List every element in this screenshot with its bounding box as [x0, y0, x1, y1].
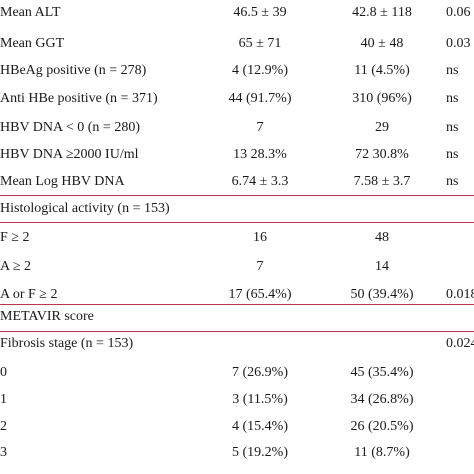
group1-value: 6.74 ± 3.3	[231, 174, 289, 189]
group1-value: 5 (19.2%)	[232, 445, 288, 460]
table-row: Mean GGT 65 ± 71 40 ± 48 0.03	[0, 31, 474, 57]
group1-value: 7 (26.9%)	[232, 365, 288, 380]
table-row: 2 4 (15.4%) 26 (20.5%)	[0, 414, 474, 440]
group1-value: 3 (11.5%)	[232, 392, 288, 407]
table-row: Mean ALT 46.5 ± 39 42.8 ± 118 0.06	[0, 0, 474, 26]
group2-value: 7.58 ± 3.7	[353, 174, 411, 189]
table-row: A ≥ 2 7 14	[0, 254, 474, 280]
cropped-row	[0, 466, 474, 474]
p-value: 0.024	[446, 336, 474, 351]
row-label: Mean GGT	[0, 36, 65, 51]
row-label: 3	[0, 445, 7, 460]
row-label: Fibrosis stage (n = 153)	[0, 336, 134, 351]
section-header-row: METAVIR score	[0, 304, 474, 330]
row-label: Mean ALT	[0, 5, 61, 20]
group1-value: 7	[256, 259, 264, 274]
p-value: ns	[446, 91, 459, 106]
table-row: Mean Log HBV DNA 6.74 ± 3.3 7.58 ± 3.7 n…	[0, 169, 474, 195]
group2-value: 45 (35.4%)	[350, 365, 414, 380]
section-divider	[0, 195, 474, 196]
section-divider	[0, 331, 474, 332]
row-label: Anti HBe positive (n = 371)	[0, 91, 158, 106]
p-value: 0.018	[446, 287, 474, 302]
table-row: HBeAg positive (n = 278) 4 (12.9%) 11 (4…	[0, 58, 474, 84]
section-title: Histological activity (n = 153)	[0, 201, 170, 216]
section-header-row: Histological activity (n = 153)	[0, 196, 474, 222]
table-row: HBV DNA ≥2000 IU/ml 13 28.3% 72 30.8% ns	[0, 142, 474, 168]
group2-value: 11 (4.5%)	[354, 63, 410, 78]
row-label: A or F ≥ 2	[0, 287, 58, 302]
p-value: 0.06	[446, 5, 471, 20]
group2-value: 48	[375, 230, 389, 245]
cropped-row-label	[0, 466, 4, 474]
group2-value: 11 (8.7%)	[354, 445, 410, 460]
table-row: Fibrosis stage (n = 153) 0.024	[0, 331, 474, 357]
p-value: ns	[446, 147, 459, 162]
group2-value: 72 30.8%	[355, 147, 409, 162]
group1-value: 65 ± 71	[238, 36, 282, 51]
section-title: METAVIR score	[0, 309, 94, 324]
row-label: A ≥ 2	[0, 259, 32, 274]
row-label: 0	[0, 365, 7, 380]
row-label: HBV DNA ≥2000 IU/ml	[0, 147, 139, 162]
group1-value: 46.5 ± 39	[233, 5, 287, 20]
p-value: ns	[446, 120, 459, 135]
group2-value: 40 ± 48	[360, 36, 404, 51]
row-label: Mean Log HBV DNA	[0, 174, 125, 189]
group1-value: 7	[256, 120, 264, 135]
table-row: 3 5 (19.2%) 11 (8.7%)	[0, 440, 474, 466]
table-row: Anti HBe positive (n = 371) 44 (91.7%) 3…	[0, 86, 474, 112]
row-label: HBV DNA < 0 (n = 280)	[0, 120, 140, 135]
group2-value: 26 (20.5%)	[350, 419, 414, 434]
table-row: 1 3 (11.5%) 34 (26.8%)	[0, 387, 474, 413]
group2-value: 14	[375, 259, 389, 274]
table-row: F ≥ 2 16 48	[0, 225, 474, 251]
group2-value: 29	[375, 120, 389, 135]
row-label: HBeAg positive (n = 278)	[0, 63, 147, 78]
group1-value: 16	[253, 230, 267, 245]
group1-value: 4 (15.4%)	[232, 419, 288, 434]
cropped-row-content	[0, 466, 474, 474]
group2-value: 310 (96%)	[352, 91, 412, 106]
group2-value: 42.8 ± 118	[352, 5, 412, 20]
row-label: 2	[0, 419, 7, 434]
table-row: 0 7 (26.9%) 45 (35.4%)	[0, 360, 474, 386]
table-row: HBV DNA < 0 (n = 280) 7 29 ns	[0, 115, 474, 141]
row-label: 1	[0, 392, 7, 407]
p-value: 0.03	[446, 36, 471, 51]
group2-value: 34 (26.8%)	[350, 392, 414, 407]
group1-value: 13 28.3%	[233, 147, 287, 162]
group1-value: 17 (65.4%)	[228, 287, 292, 302]
group1-value: 44 (91.7%)	[228, 91, 292, 106]
group2-value: 50 (39.4%)	[350, 287, 414, 302]
p-value: ns	[446, 63, 459, 78]
p-value: ns	[446, 174, 459, 189]
row-label: F ≥ 2	[0, 230, 30, 245]
group1-value: 4 (12.9%)	[232, 63, 288, 78]
table-row: A or F ≥ 2 17 (65.4%) 50 (39.4%) 0.018	[0, 282, 474, 308]
section-divider	[0, 304, 474, 305]
section-divider	[0, 222, 474, 223]
